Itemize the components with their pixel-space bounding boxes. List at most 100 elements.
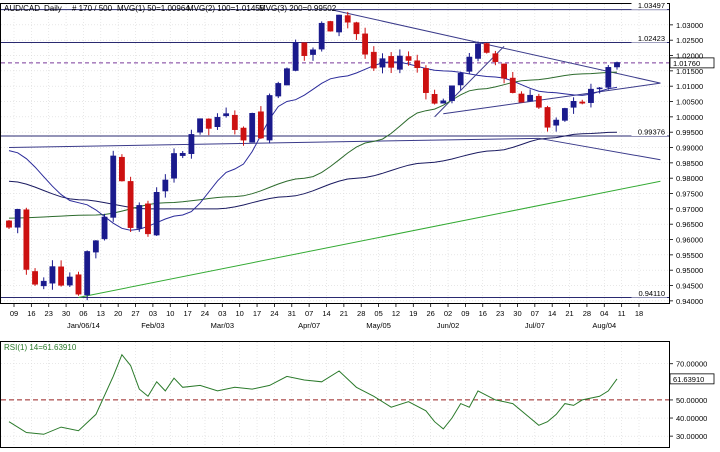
x-tick-label-20: 28 xyxy=(357,309,365,318)
candle-body-12 xyxy=(110,155,117,218)
candle-body-31 xyxy=(275,83,282,97)
rsi-current-label: 61.63910 xyxy=(673,375,704,384)
rsi-line-group xyxy=(8,353,618,435)
candle-body-63 xyxy=(553,119,560,126)
price-ytick-label-1: 1.02500 xyxy=(676,36,703,45)
x-tick-label-5: 13 xyxy=(97,309,105,318)
price-x-axis: 09 16 23 30 06 13 20 27 03 10 17 24 03 10 17 24 31 07 14 21… xyxy=(10,303,643,330)
x-tick-label-4: 06 xyxy=(79,309,87,318)
current-price-label: 1.01760 xyxy=(673,59,700,68)
candle-body-49 xyxy=(431,94,438,104)
price-ytick-label-10: 0.98000 xyxy=(676,174,703,183)
candle-body-22 xyxy=(197,118,203,133)
candle-body-33 xyxy=(292,42,299,71)
ma200-line xyxy=(8,131,618,210)
x-tick-label-25: 02 xyxy=(444,309,452,318)
price-hlines: 1.03497 1.02423 0.99376 0.94110 1.01760 xyxy=(1,1,715,298)
candle-body-13 xyxy=(119,156,125,182)
trendline-4 xyxy=(538,137,661,161)
rsi-current-box xyxy=(669,373,715,385)
chart-header-ma100: MVG(2) 100=1.01455 xyxy=(187,4,265,13)
candle-body-29 xyxy=(257,111,264,139)
price-ytick-label-5: 1.00500 xyxy=(676,98,703,107)
price-ytick-label-3: 1.01500 xyxy=(676,67,703,76)
x-tick-label-32: 21 xyxy=(565,309,573,318)
x-tick-label-27: 16 xyxy=(479,309,487,318)
x-tick-label-2: 23 xyxy=(45,309,53,318)
price-ytick-label-17: 0.94500 xyxy=(676,282,703,291)
x-tick-label-8: 03 xyxy=(149,309,157,318)
candle-body-54 xyxy=(475,43,481,59)
x-tick-label-16: 31 xyxy=(288,309,296,318)
x-tick-label-22: 12 xyxy=(392,309,400,318)
candle-body-52 xyxy=(457,73,464,86)
candle-body-28 xyxy=(249,113,256,143)
x-tick-label-29: 30 xyxy=(513,309,521,318)
rsi-ytick-label-0: 70.00000 xyxy=(676,360,707,369)
candle-body-18 xyxy=(162,179,169,192)
x-tick-label-24: 26 xyxy=(426,309,434,318)
x-tick-label-23: 19 xyxy=(409,309,417,318)
candle-body-48 xyxy=(423,68,429,93)
candle-body-39 xyxy=(344,15,351,23)
candle-body-59 xyxy=(518,93,525,103)
current-price-box xyxy=(669,57,715,69)
candle-body-35 xyxy=(310,49,316,55)
x-tick-label-26: 09 xyxy=(461,309,469,318)
candle-body-41 xyxy=(362,33,369,55)
x-month-label-7: Aug/04 xyxy=(592,321,616,330)
x-tick-label-36: 18 xyxy=(635,309,643,318)
candle-body-50 xyxy=(440,100,447,104)
x-tick-label-18: 14 xyxy=(322,309,330,318)
candle-body-2 xyxy=(23,209,30,270)
price-grid xyxy=(1,4,669,303)
rsi-title: RSI(1) 14=61.63910 xyxy=(4,343,77,352)
x-tick-label-31: 14 xyxy=(548,309,556,318)
candle-body-65 xyxy=(570,101,577,108)
candle-body-61 xyxy=(535,95,542,108)
candle-body-9 xyxy=(84,251,91,296)
price-ytick-label-14: 0.96000 xyxy=(676,236,703,245)
candle-body-16 xyxy=(145,203,151,235)
price-lines xyxy=(8,9,661,298)
candle-body-67 xyxy=(588,88,594,103)
candle-body-45 xyxy=(396,55,403,70)
candle-body-68 xyxy=(596,87,603,90)
hline-label-1: 1.02423 xyxy=(638,34,665,43)
candle-body-14 xyxy=(127,181,134,228)
candle-body-24 xyxy=(214,116,221,127)
candle-body-8 xyxy=(75,274,82,295)
hline-label-bg-2 xyxy=(631,127,667,136)
x-tick-label-15: 24 xyxy=(270,309,278,318)
x-tick-label-30: 07 xyxy=(531,309,539,318)
candle-body-62 xyxy=(544,107,551,128)
candle-body-32 xyxy=(284,68,290,86)
ma50-line xyxy=(8,61,618,231)
chart-header-bars: # 170 / 500 xyxy=(72,4,113,13)
candle-body-40 xyxy=(353,22,360,35)
chart-header-ma50: MVG(1) 50=1.00964 xyxy=(117,4,190,13)
x-tick-label-34: 04 xyxy=(600,309,608,318)
x-tick-label-35: 11 xyxy=(618,309,626,318)
candle-body-4 xyxy=(40,280,47,287)
x-tick-label-10: 17 xyxy=(183,309,191,318)
candle-body-47 xyxy=(414,60,421,69)
x-month-label-4: May/05 xyxy=(366,321,391,330)
hline-label-bg-1 xyxy=(631,34,667,43)
x-tick-label-19: 21 xyxy=(340,309,348,318)
rsi-grid xyxy=(1,342,669,447)
price-ytick-label-12: 0.97000 xyxy=(676,205,703,214)
candle-body-57 xyxy=(501,63,507,79)
candle-body-25 xyxy=(223,113,230,117)
price-ytick-label-16: 0.95000 xyxy=(676,266,703,275)
candle-body-5 xyxy=(49,266,56,284)
x-tick-label-6: 20 xyxy=(114,309,122,318)
price-ytick-label-9: 0.98500 xyxy=(676,159,703,168)
candle-body-11 xyxy=(101,216,108,240)
price-ytick-label-2: 1.02000 xyxy=(676,52,703,61)
rsi-y-axis: 70.00000 50.00000 40.00000 30.00000 61.63910 xyxy=(669,360,715,441)
candle-body-37 xyxy=(327,21,334,32)
x-tick-label-17: 07 xyxy=(305,309,313,318)
x-month-label-0: Jan/06/14 xyxy=(67,321,100,330)
